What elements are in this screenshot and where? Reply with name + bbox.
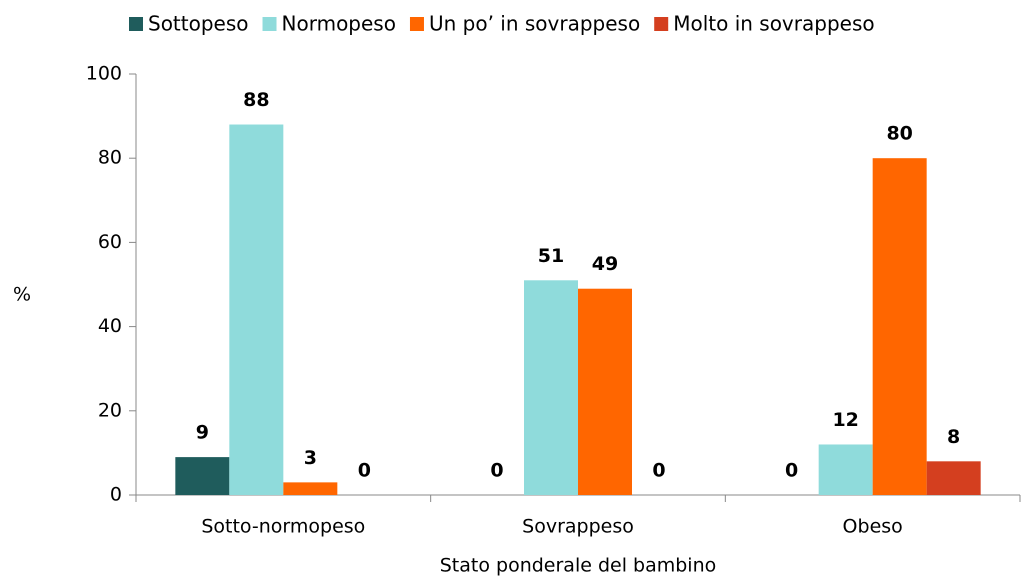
- data-label: 0: [490, 460, 503, 482]
- bar: [175, 457, 230, 495]
- y-tick-label: 0: [110, 484, 122, 506]
- data-label: 0: [358, 460, 371, 482]
- y-tick-label: 60: [98, 231, 122, 253]
- legend-swatch: [262, 17, 277, 31]
- y-axis-label: %: [13, 284, 31, 306]
- x-tick-label: Sotto-normopeso: [201, 516, 365, 538]
- bar: [872, 158, 927, 495]
- bar: [524, 280, 578, 495]
- x-tick-label: Obeso: [843, 516, 903, 538]
- data-label: 80: [886, 123, 912, 145]
- data-label: 88: [243, 89, 269, 111]
- legend-swatch: [654, 17, 669, 31]
- legend-label: Sottopeso: [148, 12, 249, 36]
- data-label: 3: [304, 447, 317, 469]
- legend-swatch: [129, 17, 143, 31]
- x-axis-label: Stato ponderale del bambino: [440, 555, 717, 577]
- y-tick-label: 20: [98, 399, 122, 421]
- bar: [229, 124, 284, 496]
- data-label: 0: [785, 460, 798, 482]
- data-label: 0: [652, 460, 665, 482]
- legend-label: Un po’ in sovrappeso: [429, 12, 640, 36]
- data-label: 49: [592, 253, 618, 275]
- y-tick-label: 80: [98, 147, 122, 169]
- data-label: 12: [832, 409, 858, 431]
- data-label: 9: [196, 422, 209, 444]
- legend-label: Normopeso: [282, 12, 396, 36]
- x-tick-label: Sovrappeso: [522, 516, 634, 538]
- legend-label: Molto in sovrappeso: [673, 12, 874, 36]
- legend-swatch: [409, 17, 424, 31]
- bar: [818, 444, 873, 495]
- bar: [578, 288, 632, 495]
- y-tick-label: 40: [98, 315, 122, 337]
- y-tick-label: 100: [86, 63, 122, 85]
- data-label: 51: [538, 245, 564, 267]
- bar: [283, 482, 338, 495]
- data-label: 8: [947, 426, 960, 448]
- bar: [926, 461, 981, 495]
